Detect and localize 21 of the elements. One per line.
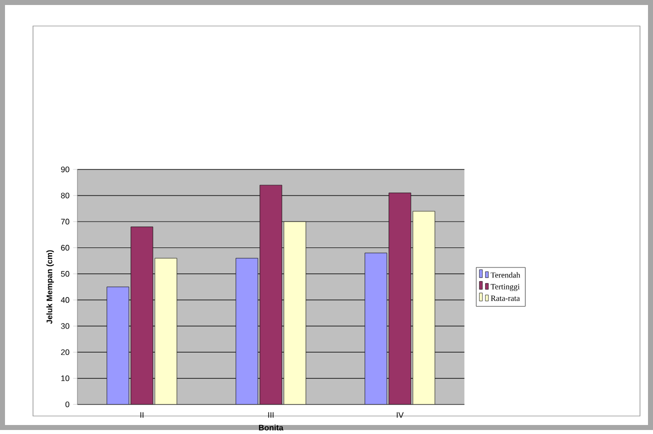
bar	[106, 286, 130, 405]
y-tick-label: 90	[61, 166, 70, 172]
y-tick-label: 20	[61, 349, 70, 356]
x-axis-title: Bonita	[258, 424, 284, 431]
y-tick-label: 40	[60, 297, 70, 303]
y-tick-label: 70	[61, 218, 70, 225]
y-tick-label: 0	[65, 402, 70, 408]
bar	[236, 258, 258, 405]
x-tick-label: III	[268, 412, 274, 418]
y-axis-title: Jeluk Mempan (cm)	[46, 250, 54, 324]
legend-label: Terendah	[490, 272, 520, 278]
y-tick-label: 30	[61, 323, 70, 330]
y-tick-label: 10	[61, 376, 70, 382]
x-tick-label: II	[140, 412, 144, 418]
y-tick-label: 80	[61, 192, 70, 198]
bar	[364, 252, 388, 405]
y-tick-label: 50	[61, 271, 70, 277]
legend-label: Rata-rata	[490, 296, 520, 302]
legend-label: Tertinggi	[490, 284, 520, 292]
y-tick-label: 60	[61, 245, 70, 251]
x-tick-label: IV	[396, 412, 404, 418]
